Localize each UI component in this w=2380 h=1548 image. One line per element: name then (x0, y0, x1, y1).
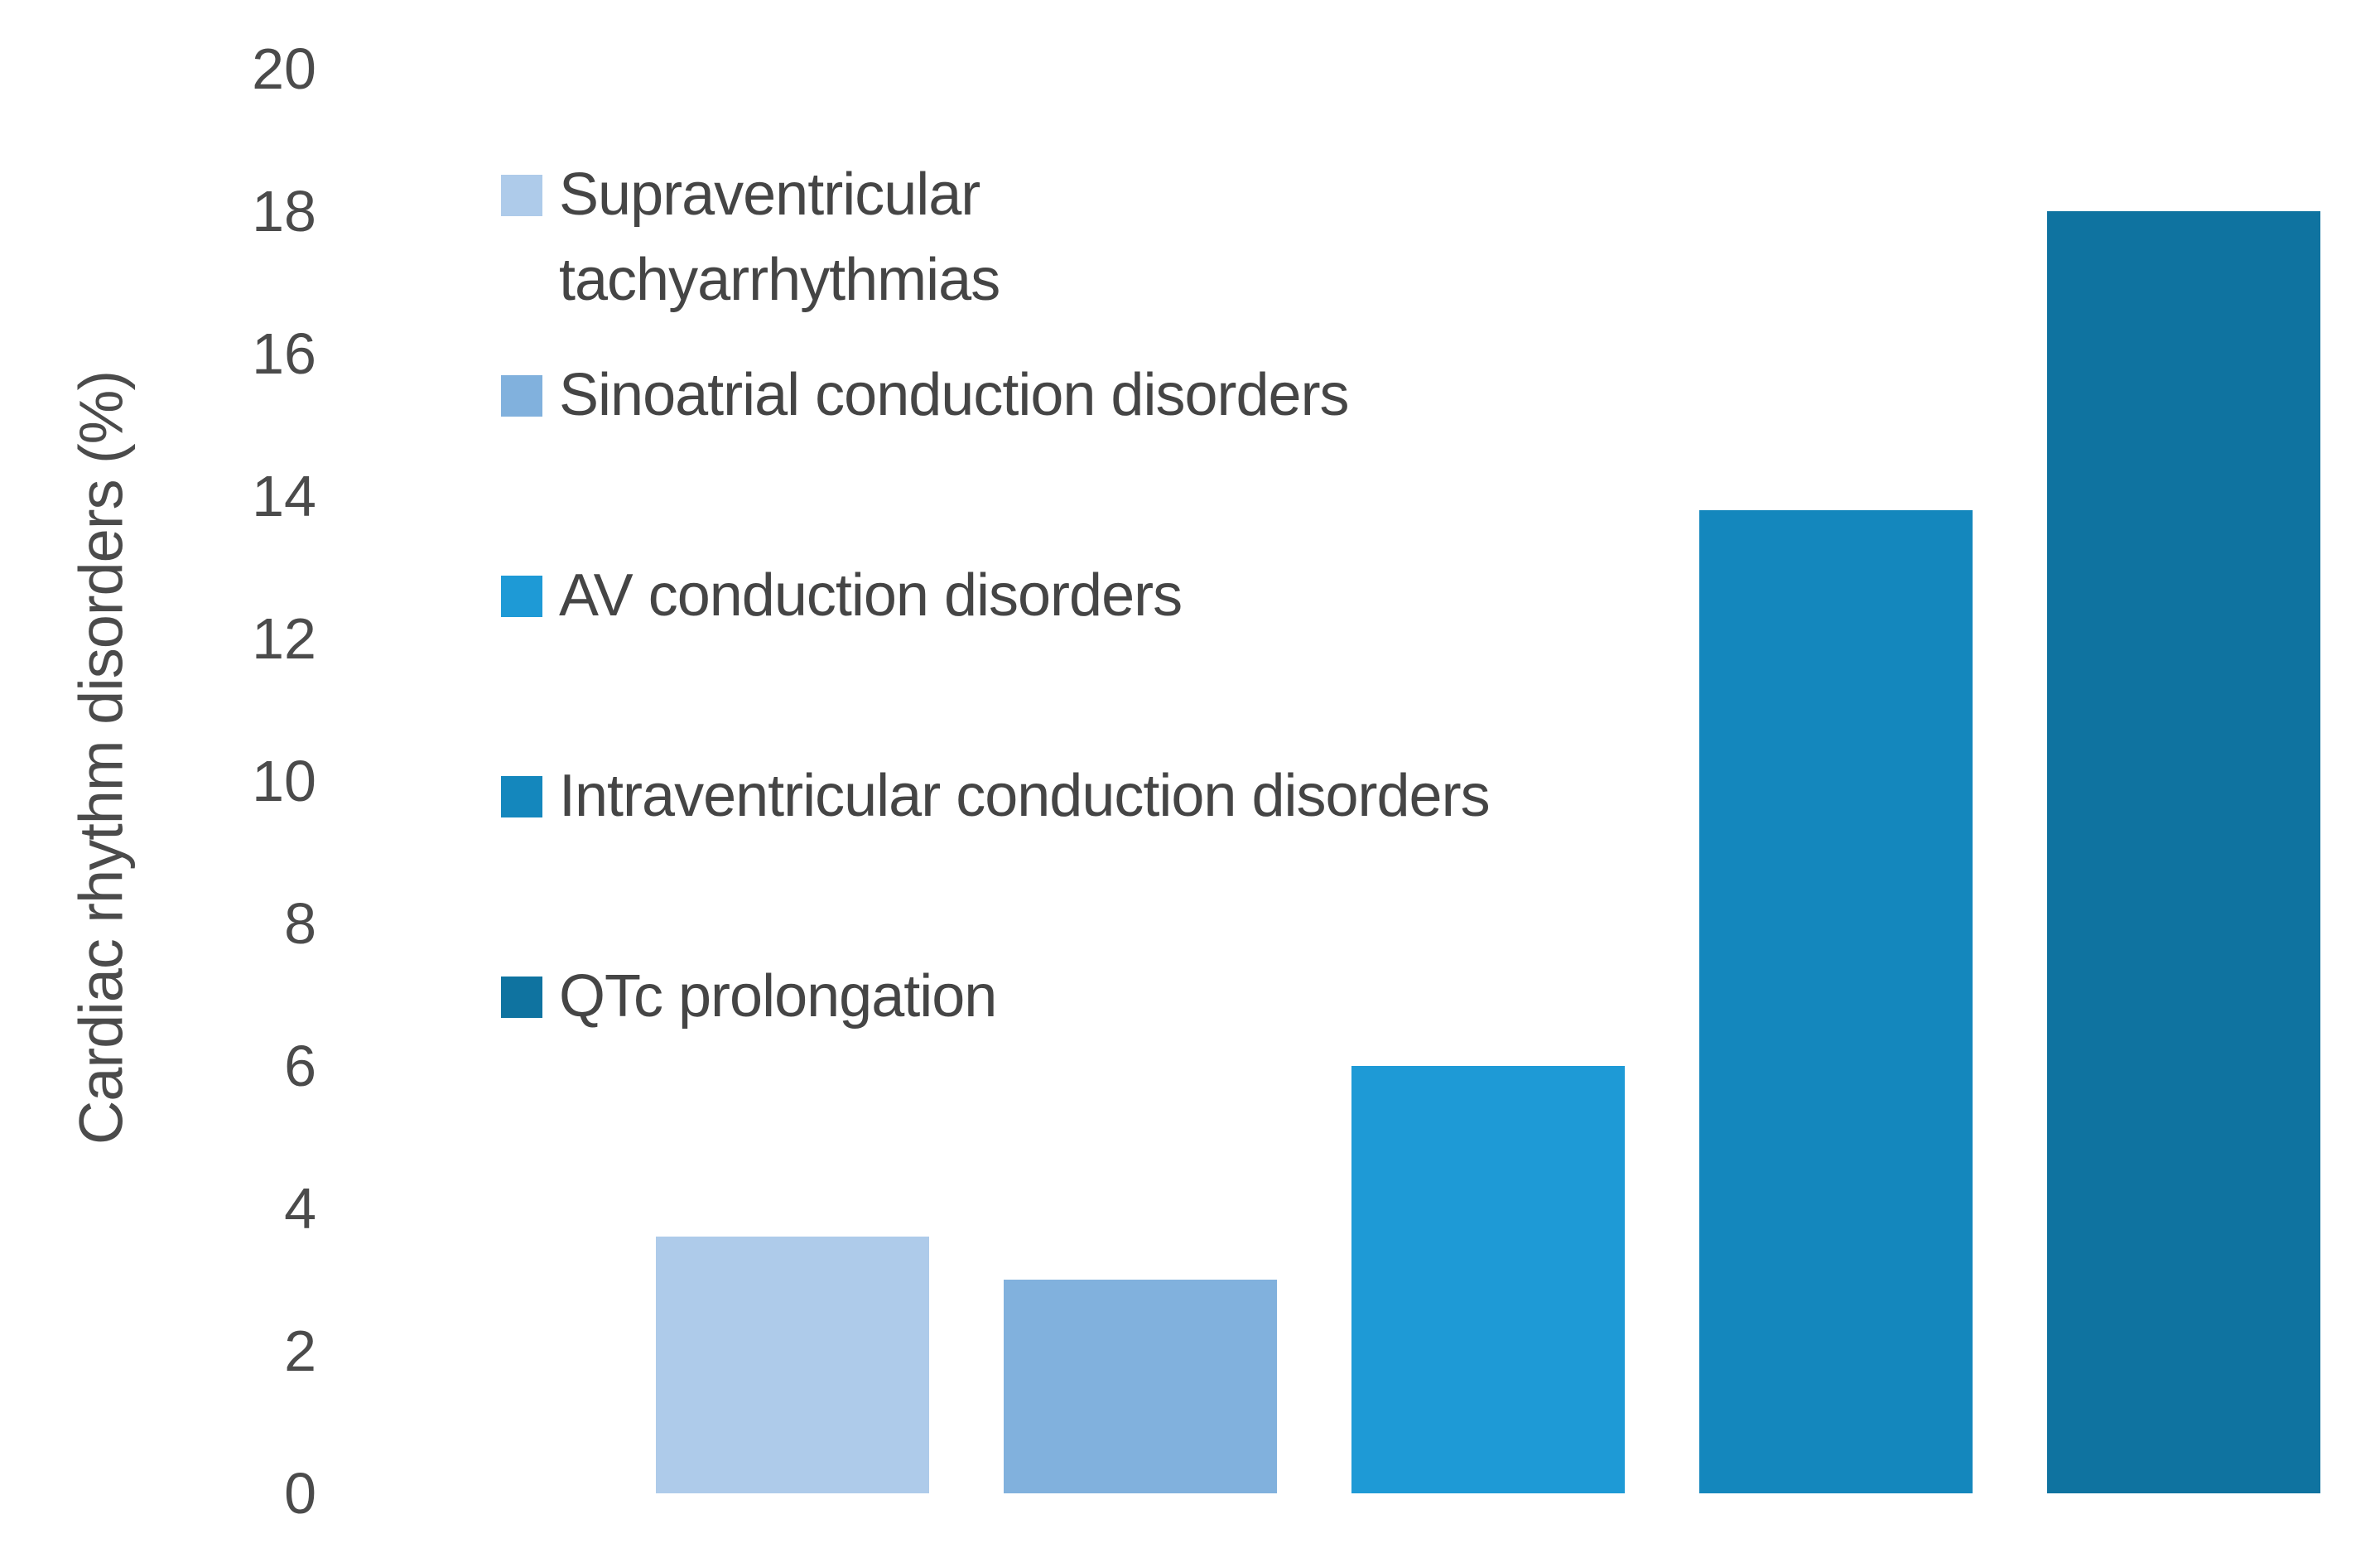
bar-sinoatrial-conduction-disorders (1004, 1280, 1277, 1493)
legend-label: Supraventricular tachyarrhythmias (559, 162, 1000, 313)
y-axis-tick-label-0: 0 (284, 1461, 316, 1526)
bar-av-conduction-disorders (1351, 1066, 1625, 1493)
bar-supraventricular-tachyarrhythmias (656, 1237, 929, 1493)
legend-entry-supraventricular-tachyarrhythmias: Supraventricular tachyarrhythmias (501, 152, 1188, 323)
y-axis-tick-label-18: 18 (252, 179, 316, 244)
y-axis-tick-label-12: 12 (252, 606, 316, 671)
legend-swatch-icon (501, 375, 542, 417)
legend-swatch-icon (501, 977, 542, 1018)
legend-entry-sinoatrial-conduction-disorders: Sinoatrial conduction disorders (501, 353, 1350, 438)
y-axis-tick-label-10: 10 (252, 749, 316, 813)
legend-entry-qtc-prolongation: QTc prolongation (501, 954, 997, 1039)
legend-label: Intraventricular conduction disorders (559, 763, 1491, 829)
y-axis-tick-label-20: 20 (252, 36, 316, 101)
legend-label: Sinoatrial conduction disorders (559, 362, 1350, 428)
y-axis-tick-label-8: 8 (284, 891, 316, 956)
legend-label: QTc prolongation (559, 963, 997, 1030)
y-axis-tick-label-4: 4 (284, 1176, 316, 1241)
legend-swatch-icon (501, 175, 542, 216)
legend-entry-intraventricular-conduction-disorders: Intraventricular conduction disorders (501, 754, 1491, 839)
y-axis-tick-label-14: 14 (252, 464, 316, 528)
legend-label: AV conduction disorders (559, 562, 1183, 629)
bar-intraventricular-conduction-disorders (1699, 510, 1973, 1493)
y-axis-tick-label-16: 16 (252, 321, 316, 386)
y-axis-tick-label-2: 2 (284, 1319, 316, 1383)
y-axis-tick-label-6: 6 (284, 1034, 316, 1098)
legend-swatch-icon (501, 776, 542, 817)
legend-swatch-icon (501, 576, 542, 617)
bar-qtc-prolongation (2047, 211, 2320, 1493)
legend-entry-av-conduction-disorders: AV conduction disorders (501, 553, 1183, 639)
